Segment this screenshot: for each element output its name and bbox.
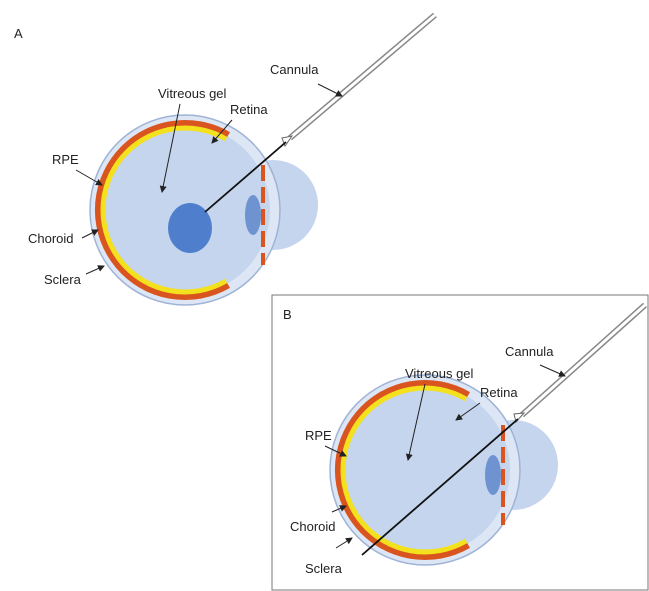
annotation: Sclera <box>44 272 82 287</box>
panel-label: B <box>283 307 292 322</box>
annotation: Choroid <box>290 519 336 534</box>
panel-label: A <box>14 26 23 41</box>
annotation: Cannula <box>505 344 554 359</box>
annotation: Choroid <box>28 231 74 246</box>
annotation: Vitreous gel <box>158 86 227 101</box>
panel-b: B Cannula Vitreous gel Retina RPE Choroi… <box>272 295 648 590</box>
panel-a: A Cannula Vitreous gel Retina RPE Choroi… <box>14 15 435 305</box>
annotation: Vitreous gel <box>405 366 474 381</box>
annotation: Sclera <box>305 561 343 576</box>
annotation: Cannula <box>270 62 319 77</box>
annotation: RPE <box>305 428 332 443</box>
annotation: RPE <box>52 152 79 167</box>
annotation: Retina <box>230 102 268 117</box>
figure: A Cannula Vitreous gel Retina RPE Choroi… <box>0 0 649 591</box>
annotation: Retina <box>480 385 518 400</box>
